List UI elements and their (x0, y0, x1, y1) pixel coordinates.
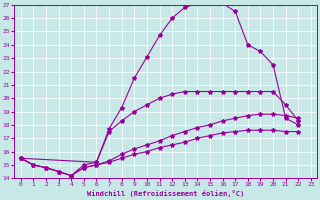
X-axis label: Windchill (Refroidissement éolien,°C): Windchill (Refroidissement éolien,°C) (87, 190, 244, 197)
